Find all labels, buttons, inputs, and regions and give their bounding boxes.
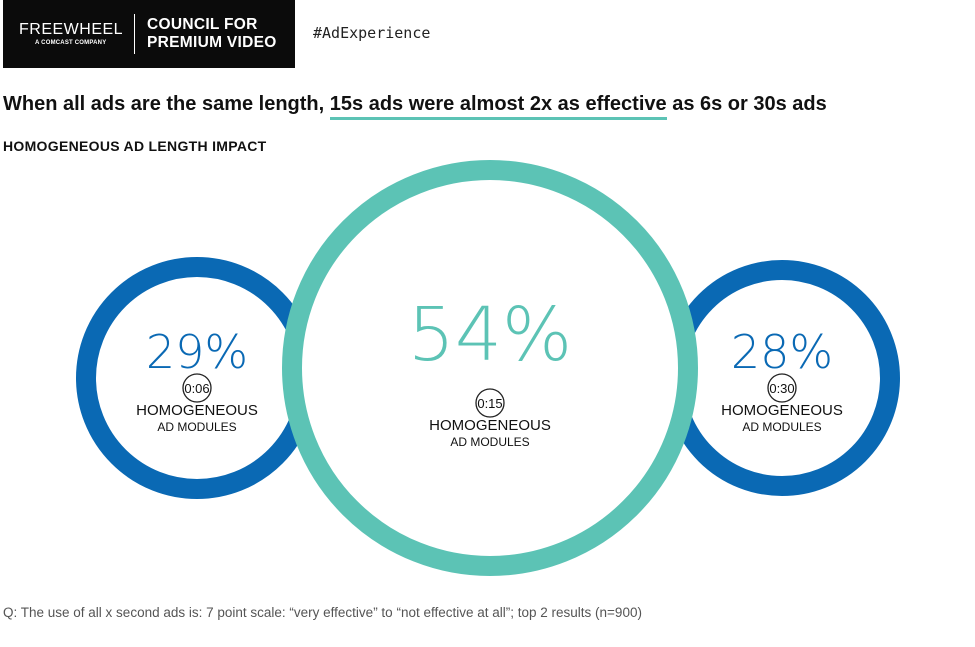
duration-label: 0:06 [184, 381, 209, 396]
hashtag: #AdExperience [313, 24, 431, 42]
value-label: 28% [731, 325, 833, 379]
brand-divider [134, 14, 135, 54]
headline-part-2: as 6s or 30s ads [666, 93, 827, 115]
council-line-2: PREMIUM VIDEO [147, 34, 277, 51]
value-label: 29% [146, 325, 248, 379]
freewheel-logo-sub: A COMCAST COMPANY [35, 40, 107, 46]
category-label-line2: AD MODULES [450, 435, 529, 449]
timer-circle [475, 388, 505, 418]
value-label: 54% [408, 292, 572, 378]
chart-title: HOMOGENEOUS AD LENGTH IMPACT [3, 138, 267, 154]
duration-label: 0:30 [769, 381, 794, 396]
category-label-line2: AD MODULES [157, 420, 236, 434]
category-label-line1: HOMOGENEOUS [136, 402, 258, 419]
council-logo: COUNCIL FOR PREMIUM VIDEO [147, 16, 277, 52]
headline-part-1: When all ads are the same length, [3, 93, 330, 115]
freewheel-logo: FREEWHEEL [19, 21, 124, 38]
headline-highlight: 15s ads were almost 2x as effective [329, 93, 667, 120]
timer-circle [767, 373, 797, 403]
category-label-line2: AD MODULES [742, 420, 821, 434]
bubble-ring [282, 160, 698, 576]
council-line-1: COUNCIL FOR [147, 16, 258, 33]
headline: When all ads are the same length, 15s ad… [3, 93, 827, 120]
brand-block: FREEWHEEL A COMCAST COMPANY COUNCIL FOR … [3, 0, 295, 68]
timer-circle [182, 373, 212, 403]
duration-label: 0:15 [477, 396, 502, 411]
footnote: Q: The use of all x second ads is: 7 poi… [3, 605, 642, 620]
category-label-line1: HOMOGENEOUS [429, 417, 551, 434]
category-label-line1: HOMOGENEOUS [721, 402, 843, 419]
